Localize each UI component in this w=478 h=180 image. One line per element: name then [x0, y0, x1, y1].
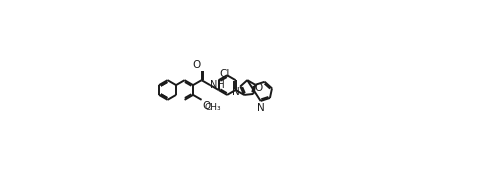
Text: N: N	[257, 103, 264, 113]
Text: CH₃: CH₃	[204, 103, 221, 112]
Text: O: O	[202, 101, 210, 111]
Text: O: O	[254, 83, 262, 93]
Text: NH: NH	[210, 80, 225, 90]
Text: O: O	[192, 60, 200, 71]
Text: N: N	[232, 87, 239, 97]
Text: Cl: Cl	[219, 69, 229, 79]
